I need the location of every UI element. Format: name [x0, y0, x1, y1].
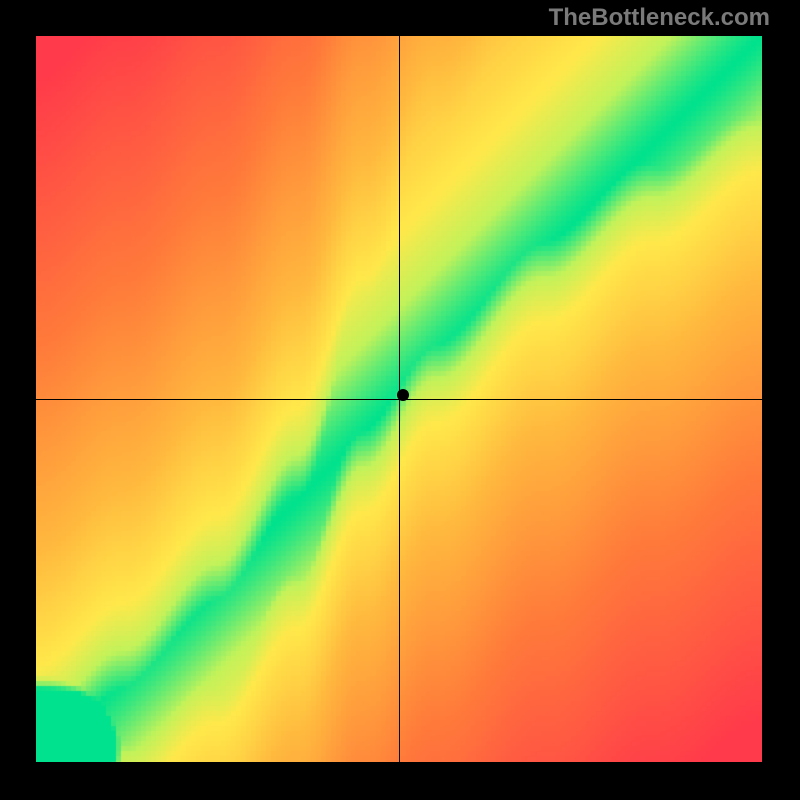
watermark-text: TheBottleneck.com [549, 4, 770, 32]
heatmap-plot [36, 36, 762, 762]
selection-marker[interactable] [397, 389, 409, 401]
